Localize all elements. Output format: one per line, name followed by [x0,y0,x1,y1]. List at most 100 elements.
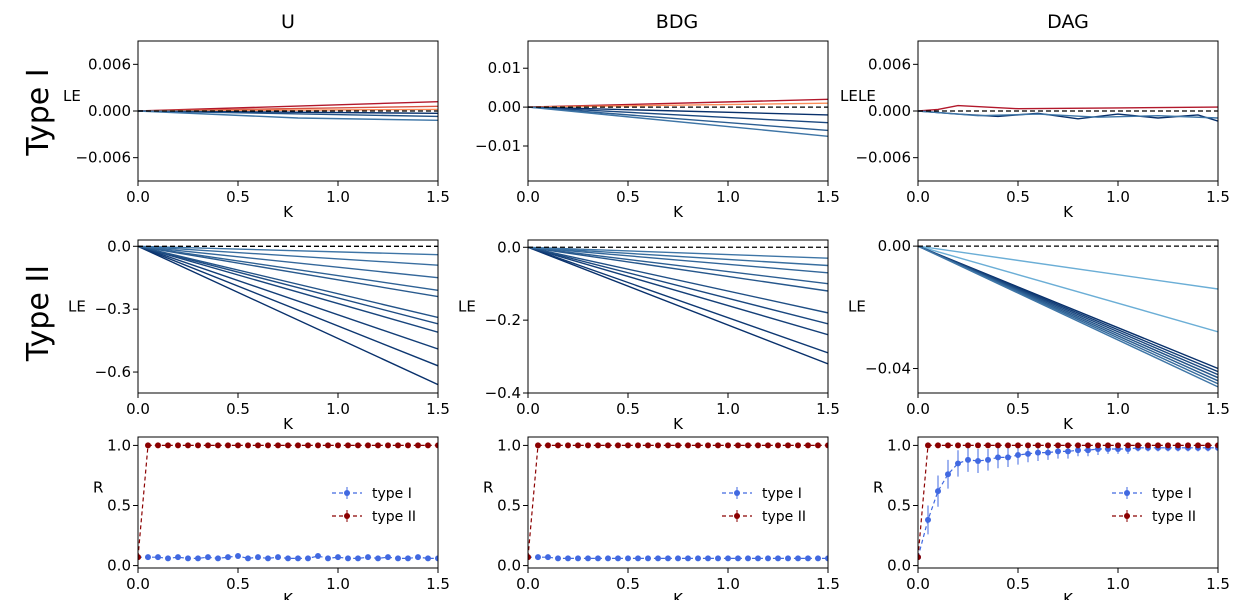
series-line [138,245,438,386]
data-point [955,460,961,467]
y-tick-label: 1.0 [107,436,131,454]
x-axis-label: K [1063,203,1074,221]
y-tick-label: −0.006 [75,149,131,167]
data-point [535,442,541,449]
y-tick-label: −0.4 [485,384,521,402]
y-tick-label: −0.006 [855,149,911,167]
data-point [935,488,941,495]
data-point [745,555,751,562]
y-axis-label: LE [858,87,876,105]
data-point [825,442,828,449]
data-point [665,442,671,449]
data-point [275,442,281,449]
x-tick-label: 0.5 [226,575,250,593]
x-tick-label: 0.5 [616,400,640,418]
axes-frame [527,436,829,569]
x-tick-label: 1.0 [1106,400,1130,418]
data-point [435,442,438,449]
y-tick-label: −0.3 [95,300,131,318]
data-point [175,554,181,561]
legend: type I type II [332,486,416,525]
data-point [415,554,421,561]
data-point [155,442,161,449]
data-point [165,442,171,449]
data-point [575,555,581,562]
data-point [685,555,691,562]
legend: type I type II [722,486,806,525]
data-point [1085,442,1091,449]
data-point [215,442,221,449]
data-point [395,442,401,449]
data-point [535,554,541,561]
data-point [1015,442,1021,449]
data-point [785,555,791,562]
data-point [745,442,751,449]
data-point [185,442,191,449]
y-axis-label: LE [458,298,476,316]
plot-area [528,98,828,137]
data-point [725,555,731,562]
data-point [215,555,221,562]
data-point [805,555,811,562]
data-point [675,555,681,562]
data-point [165,555,171,562]
y-axis-label: R [93,479,103,497]
data-point [145,554,151,561]
data-point [315,442,321,449]
y-tick-label: −0.2 [485,311,521,329]
data-point [295,442,301,449]
data-point [1195,442,1201,449]
data-point [305,555,311,562]
data-point [625,555,631,562]
legend-label: type I [372,486,412,502]
plot-area [918,104,1218,122]
data-point [705,442,711,449]
series-line [528,106,828,124]
legend-marker [1124,513,1130,519]
data-point [305,442,311,449]
data-point [155,554,161,561]
legend-marker [734,490,740,496]
data-point [545,554,551,561]
data-point [545,442,551,449]
data-point [205,554,211,561]
y-tick-label: −0.01 [475,137,521,155]
y-tick-label: 1.0 [887,436,911,454]
axes-frame [137,239,439,394]
series-line [528,102,828,108]
data-point [1065,442,1071,449]
data-point [195,442,201,449]
data-point [795,442,801,449]
x-tick-label: 0.0 [126,400,150,418]
legend-label: type II [1152,509,1196,525]
data-point [255,554,261,561]
plot-area [138,442,438,562]
y-axis-label: LE [848,298,866,316]
x-tick-label: 0.5 [1006,400,1030,418]
data-point [935,442,941,449]
data-point [695,442,701,449]
series-line [138,245,438,325]
x-axis-label: K [673,415,684,433]
data-point [1135,442,1141,449]
data-point [1025,450,1031,457]
y-tick-label: −0.04 [865,360,911,378]
data-point [755,555,761,562]
data-point [1015,452,1021,459]
series-line [138,245,438,367]
data-point [765,442,771,449]
data-point [365,442,371,449]
column-title-u: U [281,11,295,33]
data-point [225,554,231,561]
data-point [355,555,361,562]
data-point [635,442,641,449]
legend-marker [344,513,350,519]
y-tick-label: 0.5 [887,497,911,515]
data-point [1085,447,1091,454]
series-line [138,245,438,256]
y-tick-label: 0.006 [868,55,911,73]
plot-area [528,442,828,562]
y-tick-label: 1.0 [497,436,521,454]
data-point [1165,442,1171,449]
